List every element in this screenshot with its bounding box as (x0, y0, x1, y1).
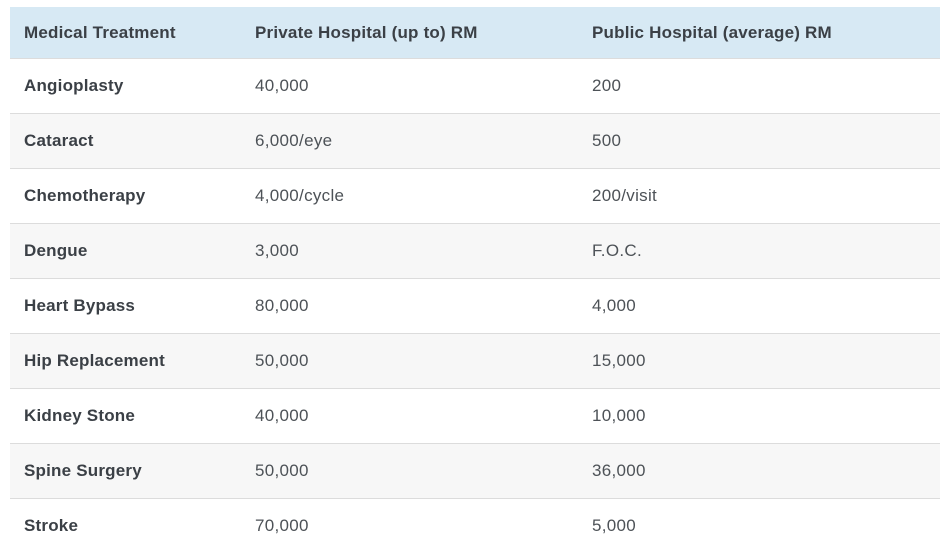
treatment-cell: Chemotherapy (24, 186, 146, 205)
private-cost-cell: 50,000 (255, 461, 309, 480)
public-cost-cell: 500 (592, 131, 622, 150)
treatment-cell: Stroke (24, 516, 79, 536)
private-cost-cell: 50,000 (255, 351, 309, 370)
treatment-cell: Cataract (24, 131, 94, 150)
table-row: Cataract 6,000/eye 500 (10, 113, 940, 169)
private-cost-cell: 4,000/cycle (255, 186, 345, 205)
private-cost-cell: 70,000 (255, 516, 309, 536)
table-header-row: Medical Treatment Private Hospital (up t… (10, 7, 940, 59)
table-row: Stroke 70,000 5,000 (10, 498, 940, 554)
private-cost-cell: 40,000 (255, 76, 309, 95)
public-cost-cell: 15,000 (592, 351, 646, 370)
medical-cost-table: Medical Treatment Private Hospital (up t… (10, 7, 940, 554)
public-cost-cell: 10,000 (592, 406, 646, 425)
table-row: Hip Replacement 50,000 15,000 (10, 333, 940, 389)
treatment-cell: Kidney Stone (24, 406, 136, 425)
treatment-cell: Heart Bypass (24, 296, 136, 315)
table-row: Heart Bypass 80,000 4,000 (10, 278, 940, 334)
private-cost-cell: 40,000 (255, 406, 309, 425)
treatment-cell: Spine Surgery (24, 461, 142, 480)
private-cost-cell: 6,000/eye (255, 131, 333, 150)
treatment-cell: Dengue (24, 241, 88, 260)
public-cost-cell: 200/visit (592, 186, 658, 205)
table-row: Angioplasty 40,000 200 (10, 58, 940, 114)
public-cost-cell: F.O.C. (592, 241, 642, 260)
private-cost-cell: 3,000 (255, 241, 300, 260)
column-header-public-hospital: Public Hospital (average) RM (592, 7, 940, 59)
treatment-cell: Angioplasty (24, 76, 124, 95)
treatment-cell: Hip Replacement (24, 351, 165, 370)
table-row: Dengue 3,000 F.O.C. (10, 223, 940, 279)
public-cost-cell: 4,000 (592, 296, 637, 315)
private-cost-cell: 80,000 (255, 296, 309, 315)
column-header-private-hospital: Private Hospital (up to) RM (255, 7, 592, 59)
public-cost-cell: 200 (592, 76, 622, 95)
public-cost-cell: 5,000 (592, 516, 637, 536)
column-header-treatment: Medical Treatment (10, 7, 255, 59)
table-row: Chemotherapy 4,000/cycle 200/visit (10, 168, 940, 224)
table-row: Spine Surgery 50,000 36,000 (10, 443, 940, 499)
medical-cost-table-container: Medical Treatment Private Hospital (up t… (10, 7, 940, 554)
public-cost-cell: 36,000 (592, 461, 646, 480)
table-row: Kidney Stone 40,000 10,000 (10, 388, 940, 444)
